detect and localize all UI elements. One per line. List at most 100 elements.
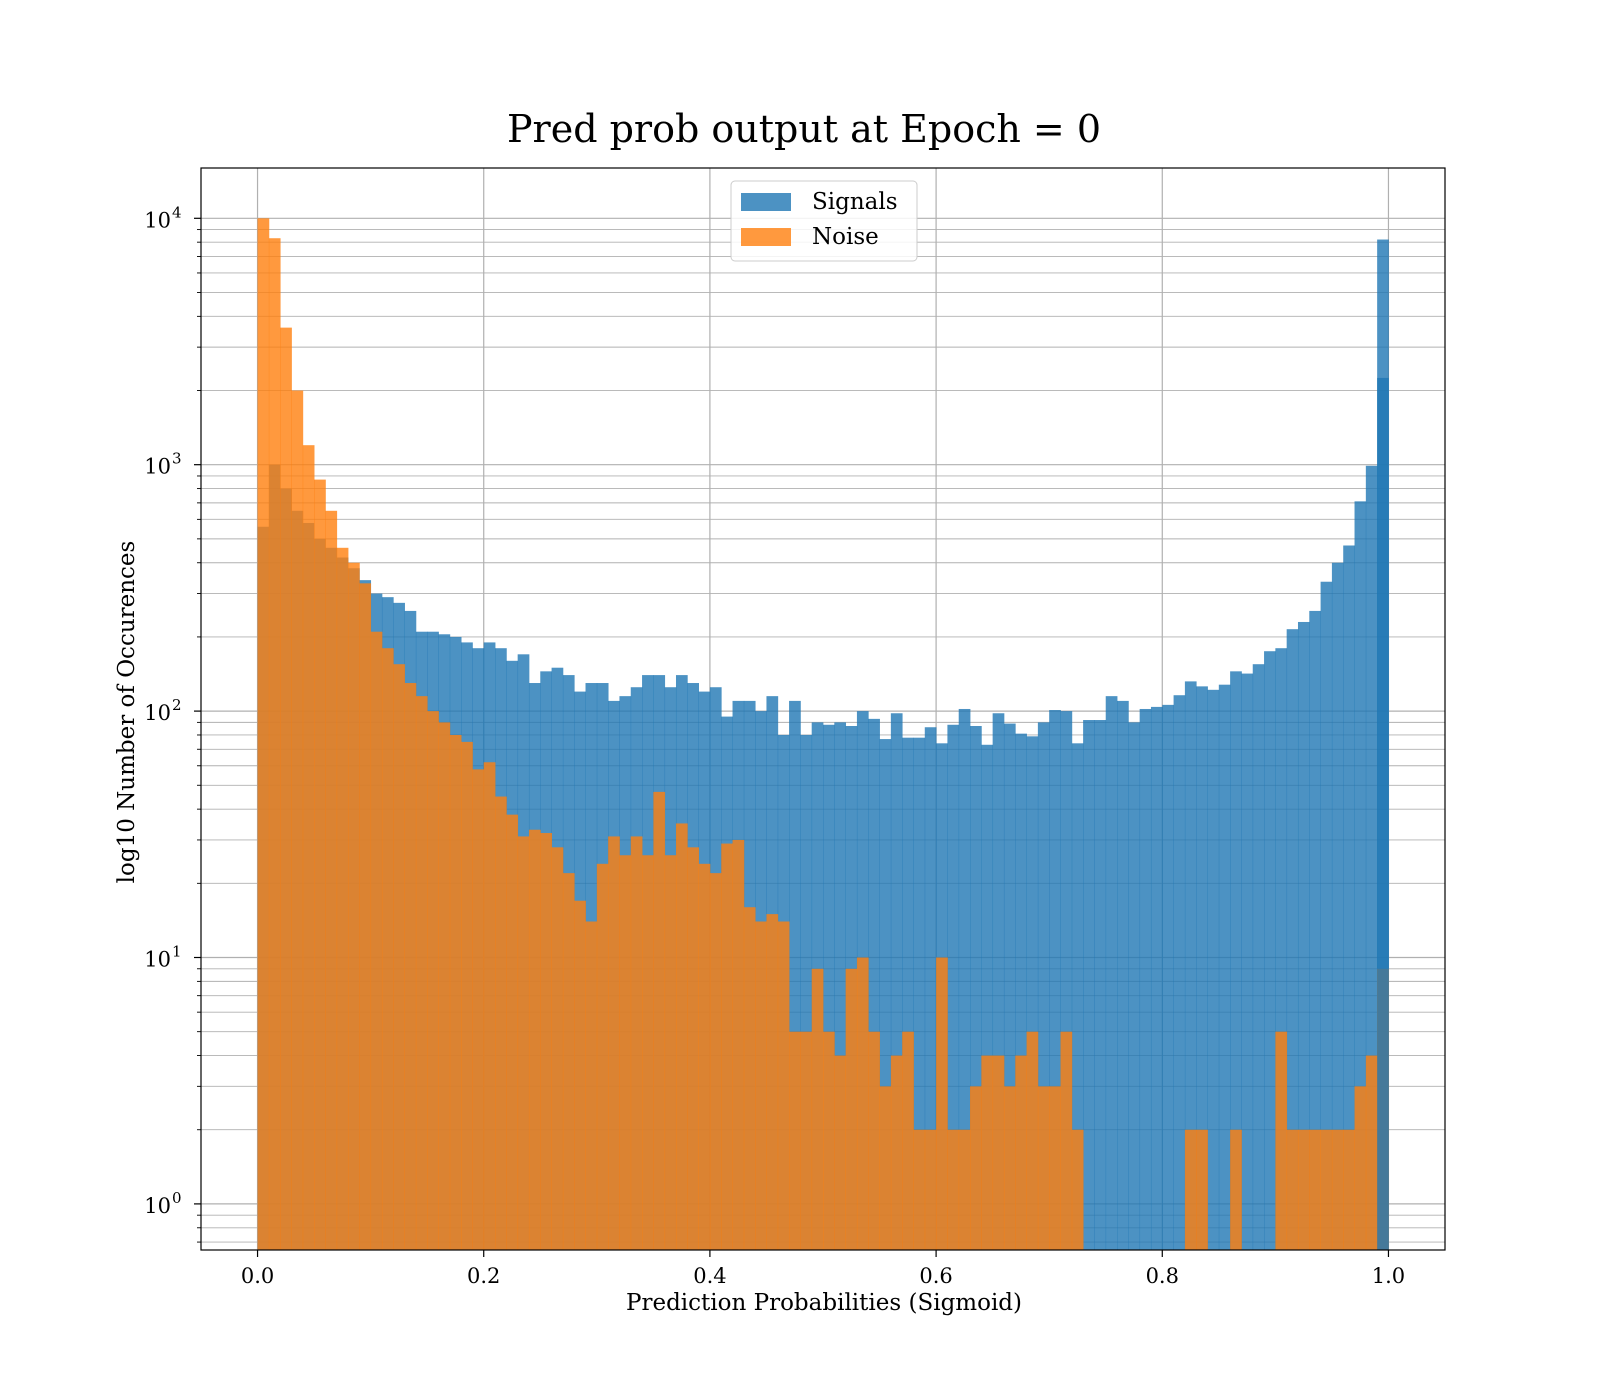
histogram-bar [823,1031,835,1250]
histogram-bar [1297,1129,1310,1250]
histogram-bar [1343,1129,1355,1250]
histogram-bar [483,762,496,1250]
x-tick-label: 0.4 [693,1264,726,1288]
histogram-bar [370,631,383,1250]
histogram-bar [1331,1129,1344,1250]
histogram-bar [1128,722,1141,1250]
histogram-bar [789,1031,801,1250]
y-tick-exponent: 3 [172,450,182,468]
legend-label: Signals [812,189,898,215]
histogram-bar [664,855,677,1250]
histogram-bar [1286,1129,1299,1250]
histogram-bar [1015,733,1027,1250]
histogram-bar [777,921,790,1250]
histogram-bar [1286,629,1299,1250]
histogram-bar [755,921,767,1250]
histogram-bar [789,700,801,1250]
histogram-bar [381,648,394,1250]
histogram-bar [970,726,982,1250]
y-axis-label: log10 Number of Occurences [114,541,140,884]
histogram-bar [1241,673,1254,1250]
histogram-bar [653,791,666,1250]
histogram-bar [257,218,270,1251]
histogram-bar [528,829,541,1250]
histogram-bar [1320,581,1333,1250]
y-tick-exponent: 1 [172,943,182,961]
histogram-bar [709,873,722,1250]
y-tick-label: 10 [144,208,171,232]
histogram-bar [1275,1031,1288,1250]
histogram-bar [438,722,451,1250]
histogram-bar [902,737,914,1250]
histogram-bar [868,1031,880,1250]
histogram-bar [1015,1055,1027,1250]
histogram-bar [1094,720,1107,1250]
x-tick-label: 1.0 [1372,1264,1405,1288]
histogram-bar [415,696,428,1250]
histogram-bar [1365,465,1378,1251]
histogram-bar [1026,736,1039,1250]
histogram-bar [1049,1086,1061,1250]
histogram-bar [1071,743,1084,1250]
histogram-bar [1060,1031,1073,1250]
histogram-bar [1331,562,1344,1250]
histogram-bar [732,839,745,1250]
y-tick-label: 10 [144,948,171,972]
histogram-bar [936,957,948,1250]
histogram-bar [608,836,620,1250]
histogram-bar [1083,720,1095,1250]
histogram-bar [562,873,575,1250]
histogram-bar [585,921,598,1250]
histogram-bar [280,327,292,1251]
histogram-bar [992,713,1005,1250]
histogram-bar [981,744,994,1250]
histogram-bar [449,734,462,1250]
histogram-bar [596,863,609,1250]
x-tick-label: 0.6 [919,1264,952,1288]
histogram-bar [992,1055,1005,1250]
y-tick-label: 10 [144,455,171,479]
histogram-bar [1105,696,1118,1250]
histogram-bar [461,741,473,1250]
histogram-bar [1003,723,1016,1250]
histogram-bar [348,562,360,1250]
histogram-bar [800,1031,813,1250]
histogram-bar [574,900,586,1250]
histogram-bar [630,836,643,1250]
histogram-bar [1003,1086,1016,1250]
y-tick-exponent: 4 [172,203,182,221]
histogram-bar [879,739,892,1250]
histogram-bar [698,863,711,1250]
histogram-bar [981,1055,994,1250]
histogram-bar [1218,684,1231,1250]
histogram-bar [404,683,417,1250]
legend-swatch [741,193,791,211]
y-tick-exponent: 0 [172,1189,182,1207]
histogram-bar [1377,239,1389,1251]
histogram-bar [811,968,824,1250]
histogram-bar [1060,711,1073,1250]
histogram-bar [879,1086,892,1250]
histogram-bar [619,855,632,1250]
histogram-bar [1309,1129,1321,1250]
histogram-bar [1037,722,1050,1250]
histogram-bar [1275,648,1288,1250]
histogram-bar [856,957,869,1250]
histogram-bar [721,843,733,1250]
histogram-bar [868,718,880,1250]
histogram-bar [551,847,564,1250]
histogram-bar [1354,501,1367,1250]
histogram-bar [1184,681,1197,1250]
histogram-bar [913,1129,926,1250]
histogram-bar [1297,621,1310,1250]
plot-frame [200,167,1446,1251]
histogram-bar [845,968,858,1250]
histogram-bar [1252,664,1265,1250]
legend-label: Noise [812,224,879,250]
histogram-bar [1184,1129,1197,1250]
histogram-bar [743,907,756,1250]
histogram-bar [336,547,349,1250]
histogram-bars [257,218,1389,1251]
histogram-bar [359,583,372,1250]
